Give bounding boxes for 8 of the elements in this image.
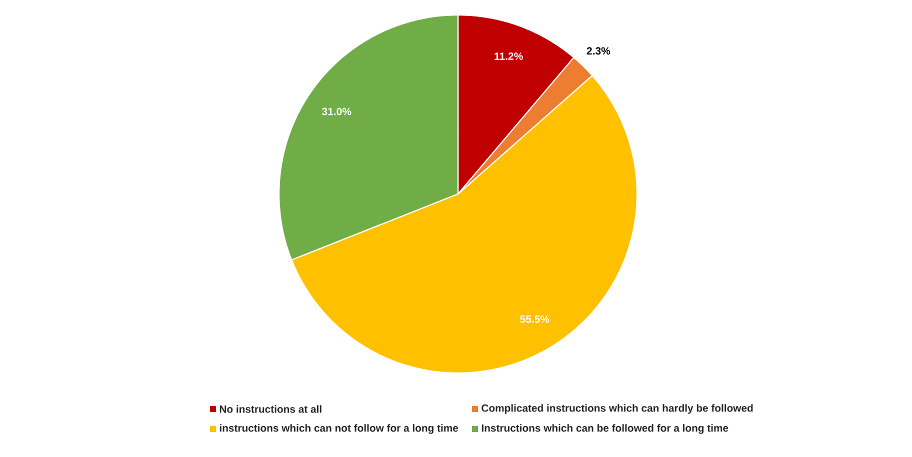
data-label: 55.5%: [520, 315, 550, 323]
legend-label: Complicated instructions which can hardly be followed: [482, 404, 753, 414]
legend-label: instructions which can not follow for a long time: [220, 424, 458, 434]
legend-label: No instructions at all: [220, 405, 322, 413]
data-label: 31.0%: [322, 108, 352, 116]
legend-label: Instructions which can be followed for a long time: [482, 424, 728, 434]
data-label: 11.2%: [494, 52, 523, 60]
data-label: 2.3%: [586, 47, 610, 55]
